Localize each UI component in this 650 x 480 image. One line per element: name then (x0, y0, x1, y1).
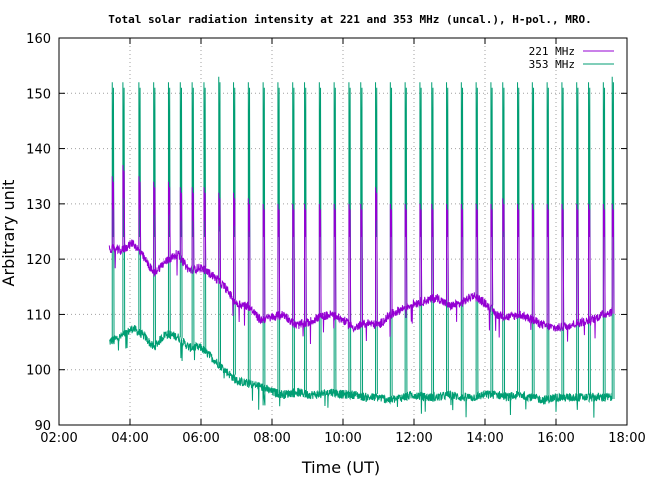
x-tick-label: 18:00 (608, 431, 645, 446)
x-tick-label: 06:00 (182, 431, 219, 446)
y-tick-label: 160 (26, 32, 51, 47)
y-tick-label: 100 (26, 364, 51, 379)
series-line (108, 165, 615, 345)
legend-label: 353 MHz (529, 58, 575, 71)
x-tick-label: 10:00 (324, 431, 361, 446)
x-tick-label: 14:00 (466, 431, 503, 446)
y-tick-label: 150 (26, 87, 51, 102)
x-axis-label: Time (UT) (301, 458, 380, 477)
x-tick-label: 16:00 (537, 431, 574, 446)
grid (59, 38, 627, 425)
series-layer (108, 76, 615, 418)
chart-title: Total solar radiation intensity at 221 a… (108, 13, 591, 26)
y-tick-label: 120 (26, 253, 51, 268)
y-tick-label: 130 (26, 198, 51, 213)
y-axis-label: Arbitrary unit (0, 180, 18, 287)
x-tick-label: 02:00 (40, 431, 77, 446)
x-tick-label: 04:00 (111, 431, 148, 446)
y-tick-label: 140 (26, 143, 51, 158)
y-tick-label: 110 (26, 308, 51, 323)
y-tick-label: 90 (34, 419, 51, 434)
series-221-mhz (108, 165, 615, 345)
x-tick-label: 08:00 (253, 431, 290, 446)
legend-label: 221 MHz (529, 45, 575, 58)
x-tick-label: 12:00 (395, 431, 432, 446)
tick-layer: 90 100 110 120 130 140 150 160 02:00 04:00 06:00 08… (26, 32, 646, 446)
